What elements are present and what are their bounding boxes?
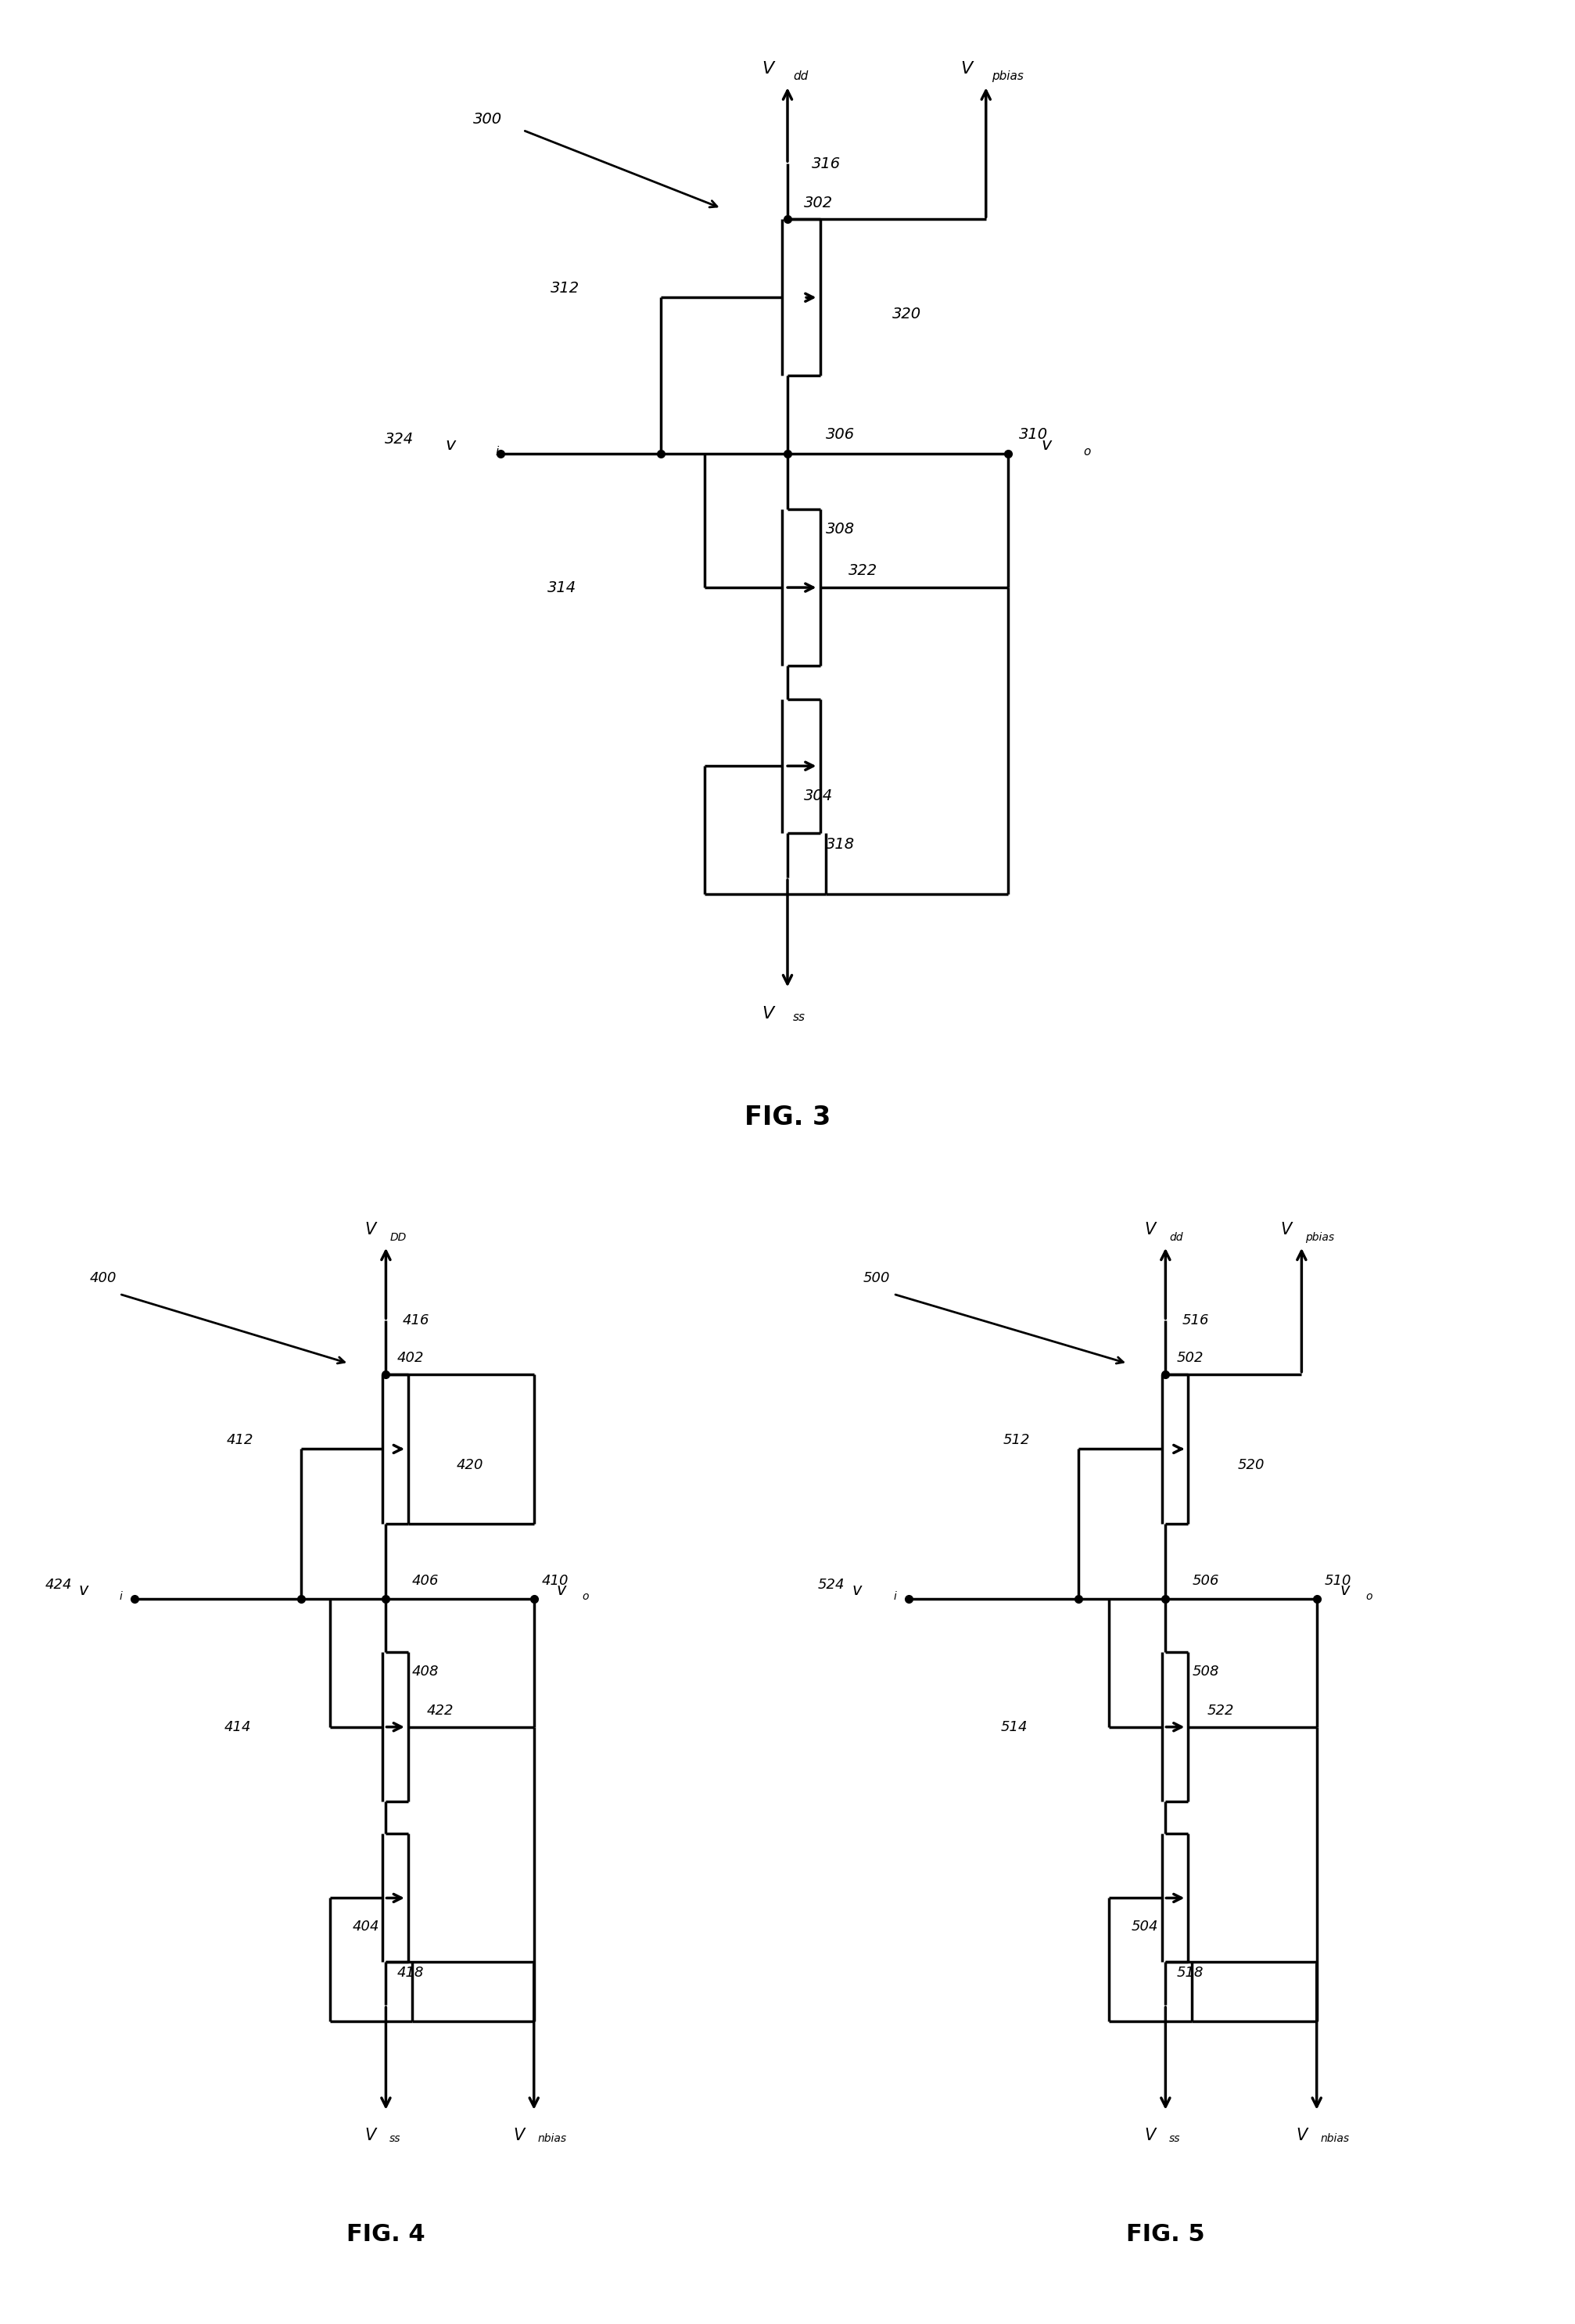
- Text: o: o: [583, 1592, 589, 1601]
- Text: 320: 320: [891, 307, 921, 321]
- Text: 510: 510: [1325, 1573, 1351, 1587]
- Text: 516: 516: [1183, 1313, 1210, 1327]
- Text: nbias: nbias: [1320, 2133, 1350, 2145]
- Text: $\it{V}$: $\it{V}$: [1145, 2129, 1158, 2143]
- Text: 306: 306: [827, 428, 855, 442]
- Text: $\it{V}$: $\it{V}$: [365, 1222, 378, 1236]
- Text: $\it{V}$: $\it{V}$: [513, 2129, 526, 2143]
- Text: 318: 318: [827, 837, 855, 851]
- Text: 316: 316: [811, 156, 841, 172]
- Text: 424: 424: [46, 1578, 72, 1592]
- Text: 324: 324: [384, 432, 414, 446]
- Text: $\it{V}$: $\it{V}$: [365, 2129, 378, 2143]
- Text: $\it{v}$: $\it{v}$: [556, 1583, 567, 1599]
- Text: 414: 414: [225, 1720, 252, 1734]
- Text: 418: 418: [397, 1966, 424, 1980]
- Text: 322: 322: [847, 562, 877, 579]
- Text: i: i: [495, 446, 499, 458]
- Text: $\it{v}$: $\it{v}$: [79, 1583, 90, 1599]
- Text: 402: 402: [397, 1350, 424, 1364]
- Text: $\it{V}$: $\it{V}$: [762, 1006, 776, 1023]
- Text: $\it{v}$: $\it{v}$: [1339, 1583, 1351, 1599]
- Text: nbias: nbias: [537, 2133, 567, 2145]
- Text: $\it{V}$: $\it{V}$: [961, 60, 975, 77]
- Text: 500: 500: [863, 1271, 890, 1285]
- Text: 502: 502: [1177, 1350, 1203, 1364]
- Text: 416: 416: [402, 1313, 428, 1327]
- Text: 308: 308: [827, 523, 855, 537]
- Text: 518: 518: [1177, 1966, 1203, 1980]
- Text: ss: ss: [1169, 2133, 1181, 2145]
- Text: 520: 520: [1238, 1457, 1265, 1471]
- Text: 422: 422: [427, 1703, 454, 1717]
- Text: FIG. 3: FIG. 3: [745, 1104, 830, 1129]
- Text: $\it{v}$: $\it{v}$: [852, 1583, 863, 1599]
- Text: o: o: [1366, 1592, 1372, 1601]
- Text: $\it{v}$: $\it{v}$: [444, 437, 457, 453]
- Text: 310: 310: [1019, 428, 1047, 442]
- Text: FIG. 4: FIG. 4: [346, 2224, 425, 2245]
- Text: DD: DD: [389, 1232, 406, 1243]
- Text: 410: 410: [542, 1573, 569, 1587]
- Text: pbias: pbias: [1306, 1232, 1334, 1243]
- Text: $\it{V}$: $\it{V}$: [1145, 1222, 1158, 1236]
- Text: $\it{v}$: $\it{v}$: [1041, 437, 1054, 453]
- Text: 314: 314: [547, 581, 576, 595]
- Text: 508: 508: [1192, 1664, 1219, 1678]
- Text: $\it{V}$: $\it{V}$: [1296, 2129, 1309, 2143]
- Text: 506: 506: [1192, 1573, 1219, 1587]
- Text: FIG. 5: FIG. 5: [1126, 2224, 1205, 2245]
- Text: 304: 304: [803, 788, 833, 804]
- Text: 504: 504: [1131, 1920, 1159, 1934]
- Text: 406: 406: [411, 1573, 439, 1587]
- Text: dd: dd: [792, 70, 808, 81]
- Text: i: i: [120, 1592, 123, 1601]
- Text: o: o: [1084, 446, 1090, 458]
- Text: ss: ss: [792, 1011, 805, 1023]
- Text: i: i: [893, 1592, 896, 1601]
- Text: 408: 408: [411, 1664, 439, 1678]
- Text: $\it{V}$: $\it{V}$: [1280, 1222, 1295, 1236]
- Text: 514: 514: [1000, 1720, 1027, 1734]
- Text: ss: ss: [389, 2133, 402, 2145]
- Text: $\it{V}$: $\it{V}$: [762, 60, 776, 77]
- Text: 512: 512: [1003, 1434, 1030, 1448]
- Text: 524: 524: [817, 1578, 844, 1592]
- Text: 404: 404: [353, 1920, 380, 1934]
- Text: 522: 522: [1206, 1703, 1235, 1717]
- Text: 312: 312: [550, 281, 580, 295]
- Text: 420: 420: [457, 1457, 484, 1471]
- Text: 412: 412: [227, 1434, 254, 1448]
- Text: dd: dd: [1169, 1232, 1183, 1243]
- Text: 400: 400: [90, 1271, 117, 1285]
- Text: 302: 302: [803, 195, 833, 209]
- Text: 300: 300: [472, 112, 502, 125]
- Text: pbias: pbias: [992, 70, 1024, 81]
